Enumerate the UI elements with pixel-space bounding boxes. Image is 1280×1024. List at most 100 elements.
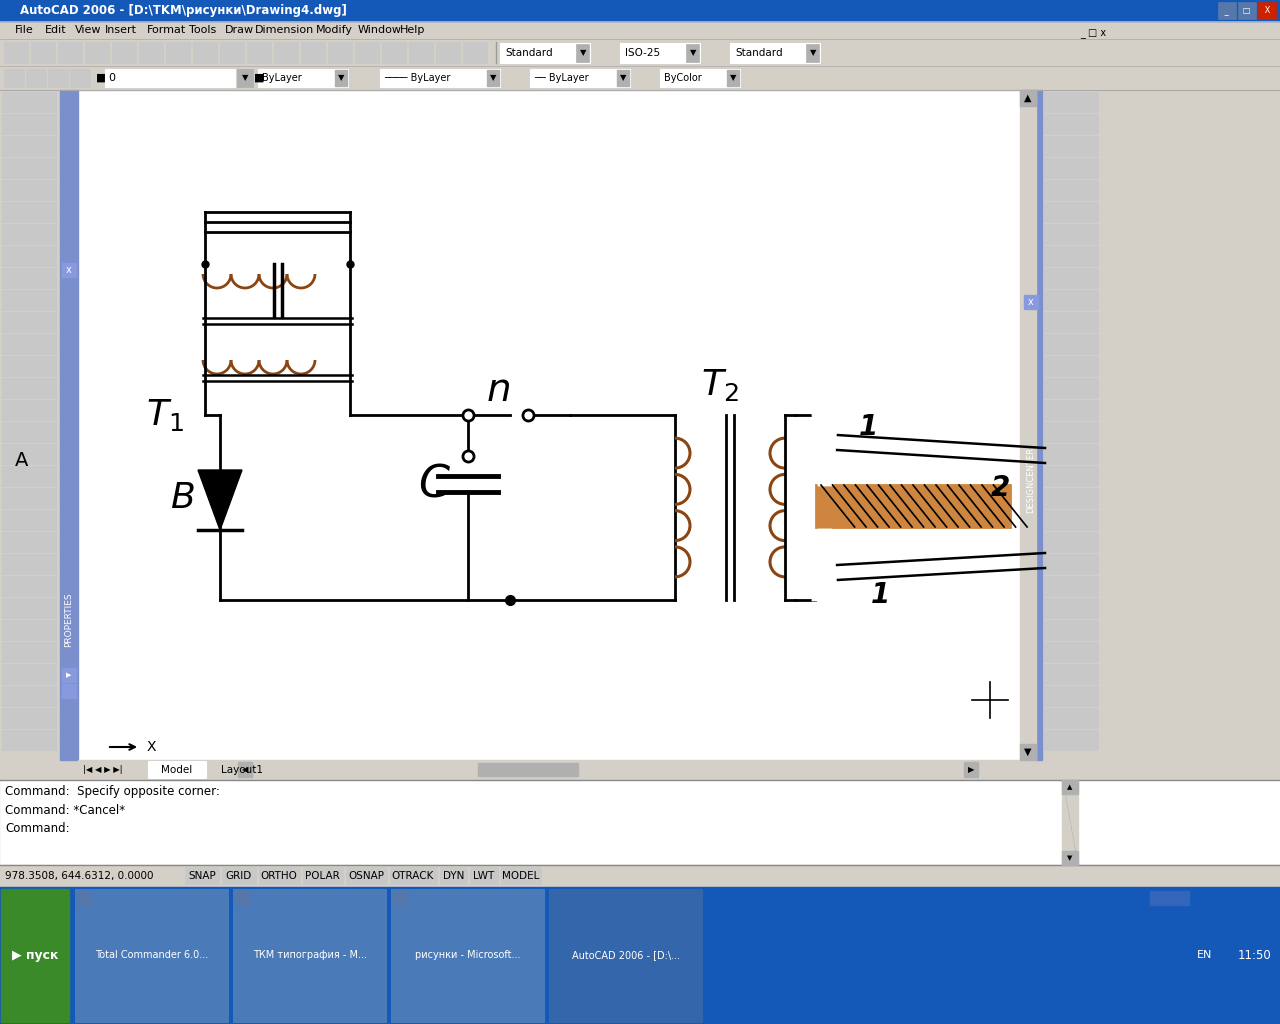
Bar	[328, 42, 352, 63]
Bar	[220, 42, 244, 63]
Bar	[113, 42, 136, 63]
Bar	[212, 761, 271, 778]
Text: 1: 1	[870, 581, 890, 609]
Bar	[3, 488, 56, 508]
Bar	[1042, 90, 1100, 760]
Bar	[3, 224, 56, 244]
Bar	[166, 42, 189, 63]
Bar	[380, 69, 500, 87]
Bar	[302, 867, 343, 884]
Text: View: View	[74, 25, 101, 35]
Bar	[78, 90, 1020, 760]
Bar	[1044, 642, 1098, 662]
Text: 0: 0	[108, 73, 115, 83]
Bar	[238, 762, 978, 777]
Text: 1: 1	[859, 413, 878, 441]
Text: Standard: Standard	[506, 48, 553, 58]
Bar	[140, 42, 163, 63]
Bar	[3, 378, 56, 398]
Bar	[1238, 2, 1256, 19]
Bar	[530, 69, 630, 87]
Bar	[3, 620, 56, 640]
Polygon shape	[198, 470, 242, 530]
Text: 2: 2	[991, 474, 1010, 502]
Bar	[477, 763, 579, 776]
Bar	[1021, 90, 1042, 760]
Text: SNAP: SNAP	[188, 871, 216, 881]
Bar	[1044, 290, 1098, 310]
Bar	[3, 532, 56, 552]
Bar	[3, 136, 56, 156]
Text: ▼: ▼	[810, 48, 817, 57]
Bar	[193, 42, 218, 63]
Bar	[61, 263, 76, 278]
Text: 11:50: 11:50	[1238, 949, 1272, 962]
Bar	[3, 708, 56, 728]
Bar	[1044, 575, 1098, 596]
Bar	[3, 686, 56, 706]
Bar	[3, 444, 56, 464]
Bar	[3, 730, 56, 750]
Bar	[1020, 90, 1036, 760]
Bar	[1044, 598, 1098, 618]
Bar	[1020, 90, 1036, 106]
Bar	[1044, 532, 1098, 552]
Bar	[236, 891, 250, 905]
Bar	[31, 42, 55, 63]
Bar	[470, 867, 498, 884]
Text: x: x	[67, 265, 72, 275]
Text: X: X	[1262, 6, 1272, 15]
Bar	[686, 44, 699, 62]
Bar	[1044, 466, 1098, 486]
Bar	[964, 762, 978, 777]
Text: ByLayer: ByLayer	[262, 73, 302, 83]
Bar	[1044, 620, 1098, 640]
Bar	[1158, 891, 1165, 905]
Text: ▼: ▼	[242, 74, 248, 83]
Bar	[1044, 708, 1098, 728]
Text: $C$: $C$	[417, 463, 451, 506]
Bar	[806, 44, 819, 62]
Bar	[238, 762, 252, 777]
Bar	[1258, 2, 1276, 19]
Bar	[0, 66, 1280, 90]
Bar	[70, 69, 90, 87]
Bar	[355, 42, 379, 63]
Bar	[301, 42, 325, 63]
Bar	[1062, 780, 1078, 794]
Bar	[4, 69, 24, 87]
Text: ▼: ▼	[690, 48, 696, 57]
Text: File: File	[15, 25, 33, 35]
Bar	[259, 867, 300, 884]
Bar	[727, 70, 739, 86]
Bar	[1044, 334, 1098, 354]
Text: Total Commander 6.0...: Total Commander 6.0...	[96, 950, 209, 961]
Text: ▶: ▶	[67, 672, 72, 678]
Bar	[3, 642, 56, 662]
Bar	[1024, 295, 1038, 309]
Bar	[1044, 92, 1098, 112]
Text: POLAR: POLAR	[306, 871, 340, 881]
Bar	[0, 865, 1280, 887]
Text: ORTHO: ORTHO	[261, 871, 298, 881]
Text: рисунки - Microsoft...: рисунки - Microsoft...	[415, 950, 521, 961]
Text: ▼: ▼	[1068, 855, 1073, 861]
Bar	[274, 42, 298, 63]
Bar	[576, 44, 589, 62]
Bar	[78, 760, 1036, 780]
Bar	[259, 69, 348, 87]
Text: Layout1: Layout1	[221, 765, 262, 775]
Text: OTRACK: OTRACK	[392, 871, 434, 881]
Text: Tools: Tools	[189, 25, 216, 35]
Bar	[61, 668, 76, 682]
Text: ▲: ▲	[1024, 93, 1032, 103]
Text: ──── ByLayer: ──── ByLayer	[384, 73, 451, 83]
Bar	[3, 400, 56, 420]
Bar	[486, 70, 499, 86]
Bar	[390, 889, 544, 1022]
Text: DESIGNCENTER: DESIGNCENTER	[1027, 447, 1036, 513]
Bar	[1, 889, 69, 1022]
Bar	[186, 867, 219, 884]
Text: ▼: ▼	[490, 74, 497, 83]
Text: Insert: Insert	[105, 25, 137, 35]
